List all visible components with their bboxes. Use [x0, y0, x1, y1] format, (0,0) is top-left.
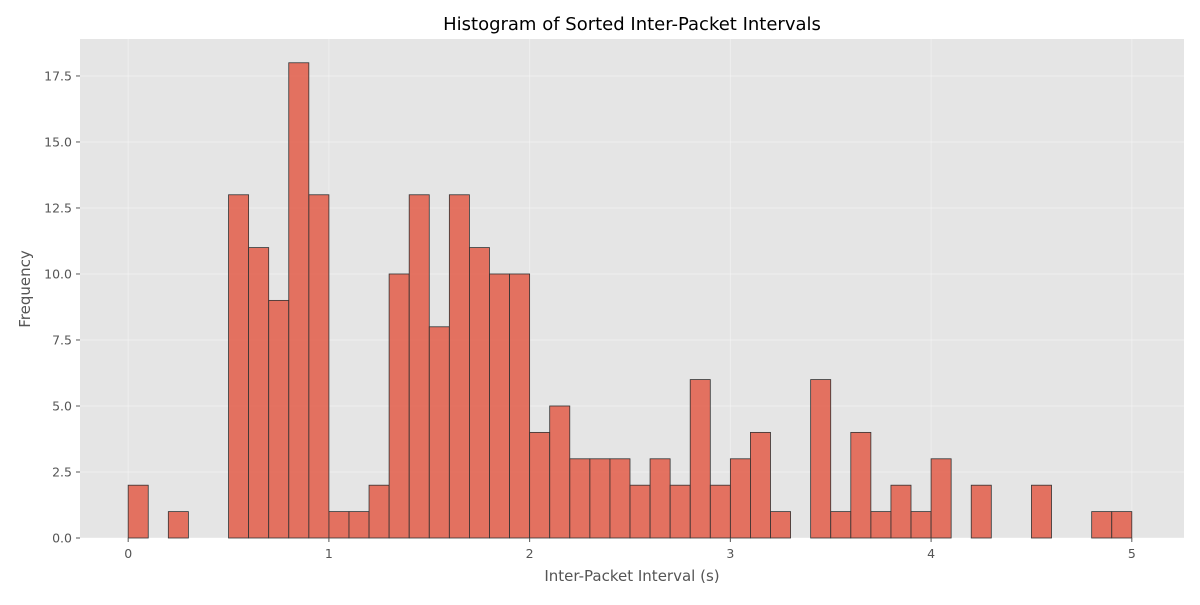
histogram-bar	[1091, 511, 1113, 539]
histogram-bar	[308, 194, 330, 539]
histogram-bar	[850, 431, 872, 539]
histogram-bar	[629, 484, 651, 539]
histogram-bar	[589, 458, 611, 539]
histogram-bar	[549, 405, 571, 539]
x-tick-label: 5	[1128, 546, 1136, 561]
histogram-bar	[489, 273, 510, 539]
histogram-bar	[870, 511, 892, 539]
histogram-bar	[127, 484, 149, 539]
histogram-bar	[830, 511, 852, 539]
histogram-bar	[770, 511, 791, 539]
y-tick-label: 15.0	[44, 134, 72, 149]
histogram-bar	[448, 194, 470, 539]
histogram-bar	[569, 458, 591, 539]
histogram-bar	[167, 511, 189, 539]
y-tick-label: 17.5	[44, 68, 72, 83]
x-tick-label: 2	[526, 546, 534, 561]
histogram-bar	[810, 379, 832, 539]
histogram-bar	[890, 484, 912, 539]
bars	[127, 62, 1133, 539]
histogram-bar	[368, 484, 390, 539]
histogram-bar	[729, 458, 751, 539]
y-tick-label: 7.5	[52, 332, 72, 347]
histogram-bar	[288, 62, 310, 539]
histogram-bar	[408, 194, 430, 539]
y-axis-label: Frequency	[16, 250, 34, 328]
histogram-bar	[750, 431, 771, 539]
y-tick-label: 5.0	[52, 398, 72, 413]
histogram-bar	[268, 299, 290, 539]
histogram-bar	[689, 379, 711, 539]
x-tick-label: 0	[124, 546, 132, 561]
histogram-bar	[649, 458, 671, 539]
histogram-bar	[529, 431, 551, 539]
x-axis-label: Inter-Packet Interval (s)	[544, 567, 719, 585]
histogram-bar	[910, 511, 932, 539]
histogram-bar	[930, 458, 952, 539]
histogram-bar	[228, 194, 250, 539]
x-tick-label: 4	[927, 546, 935, 561]
y-tick-label: 12.5	[44, 200, 72, 215]
histogram-bar	[248, 247, 270, 539]
axis-ticks: 0.0 2.5 5.0 7.5 10.0 12.5 15.0 17.5 0 1 2 3 4 5	[44, 68, 1136, 561]
histogram-bar	[609, 458, 631, 539]
histogram-bar	[328, 511, 350, 539]
y-tick-label: 2.5	[52, 464, 72, 479]
y-tick-label: 0.0	[52, 531, 72, 546]
histogram-bar	[469, 247, 490, 539]
chart-title: Histogram of Sorted Inter-Packet Interva…	[443, 14, 821, 35]
histogram-bar	[428, 326, 450, 539]
histogram-bar	[509, 273, 531, 539]
y-tick-label: 10.0	[44, 266, 72, 281]
histogram-bar	[1031, 484, 1052, 539]
histogram-bar	[1111, 511, 1133, 539]
x-tick-label: 3	[726, 546, 734, 561]
histogram-bar	[348, 511, 370, 539]
histogram-bar	[388, 273, 410, 539]
histogram-bar	[970, 484, 992, 539]
histogram-bar	[709, 484, 731, 539]
histogram-bar	[669, 484, 691, 539]
x-tick-label: 1	[325, 546, 333, 561]
